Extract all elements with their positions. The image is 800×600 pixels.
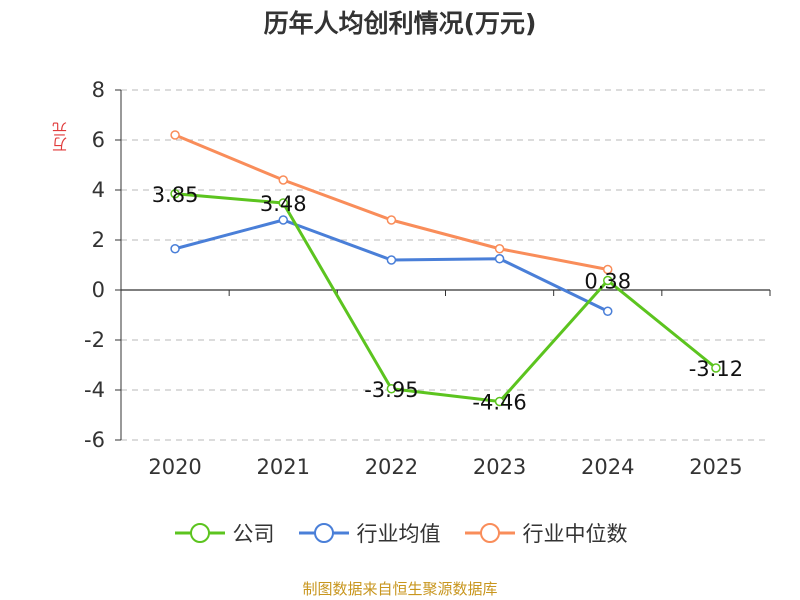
data-point xyxy=(494,254,505,264)
legend-item[interactable]: 公司 xyxy=(173,518,275,548)
data-label: -4.46 xyxy=(472,391,526,415)
x-tick-label: 2021 xyxy=(257,455,310,479)
y-tick-label: 2 xyxy=(92,228,105,252)
data-point xyxy=(494,396,505,407)
source-note: 制图数据来自恒生聚源数据库 xyxy=(302,580,498,598)
data-point xyxy=(170,130,180,140)
y-tick-label: -2 xyxy=(84,328,105,352)
data-point xyxy=(603,264,613,275)
data-point xyxy=(278,175,288,185)
data-label: 3.48 xyxy=(260,192,307,216)
series-line xyxy=(174,218,609,313)
chart-title: 历年人均创利情况(万元) xyxy=(263,9,537,38)
y-tick-label: -6 xyxy=(84,428,105,452)
x-tick-label: 2022 xyxy=(365,455,418,479)
y-tick-label: 4 xyxy=(92,178,105,202)
data-point xyxy=(494,244,505,254)
series-line xyxy=(174,133,609,271)
data-label: -3.12 xyxy=(689,357,743,381)
data-point xyxy=(278,198,288,208)
x-tick-label: 2025 xyxy=(689,455,742,479)
data-point xyxy=(170,189,180,199)
y-tick-label: 8 xyxy=(92,78,105,102)
legend: 公司 行业均值 行业中位数 xyxy=(0,518,800,548)
data-label: -3.95 xyxy=(364,378,418,402)
legend-label: 行业中位数 xyxy=(522,522,628,546)
x-tick-label: 2024 xyxy=(581,455,634,479)
data-point xyxy=(603,275,613,286)
legend-label: 公司 xyxy=(232,522,275,546)
data-point xyxy=(603,306,613,316)
data-point xyxy=(278,215,288,225)
x-tick-label: 2020 xyxy=(148,455,201,479)
legend-label: 行业均值 xyxy=(356,522,441,546)
data-label: 0.38 xyxy=(584,270,631,294)
data-point xyxy=(386,255,397,265)
y-tick-label: -4 xyxy=(84,378,105,402)
legend-marker-icon xyxy=(464,523,515,543)
series-line xyxy=(174,192,717,403)
legend-marker-icon xyxy=(298,523,349,543)
data-point xyxy=(170,244,180,254)
y-tick-label: 0 xyxy=(92,278,105,302)
legend-item[interactable]: 行业中位数 xyxy=(463,518,628,548)
x-tick-label: 2023 xyxy=(473,455,526,479)
legend-item[interactable]: 行业均值 xyxy=(297,518,441,548)
y-tick-label: 6 xyxy=(92,128,105,152)
data-label: 3.85 xyxy=(152,183,199,207)
data-point xyxy=(386,215,397,225)
legend-marker-icon xyxy=(174,523,225,543)
data-point xyxy=(711,363,721,373)
data-point xyxy=(386,384,397,394)
